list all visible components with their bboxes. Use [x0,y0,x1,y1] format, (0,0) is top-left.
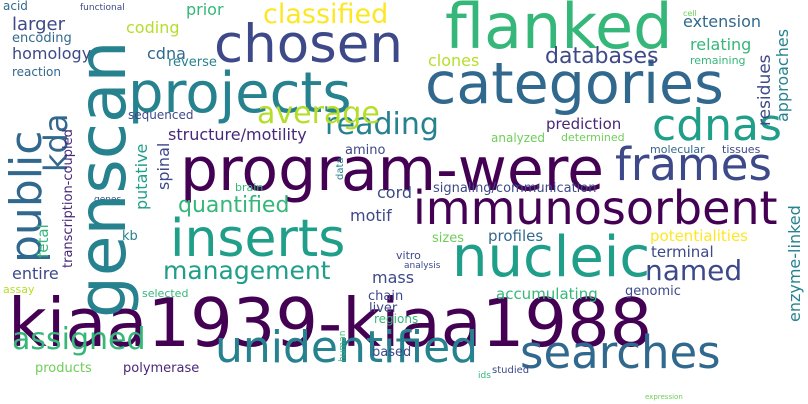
word-data: data [335,157,346,180]
word-fetal: fetal [34,224,52,258]
word-flanked: flanked [445,0,673,63]
word-regions: regions [374,312,419,326]
word-profiles: profiles [488,227,544,245]
word-reading: reading [325,107,439,142]
word-relating: relating [690,35,752,54]
word-frames: frames [615,138,772,191]
word-program-were: program-were [180,135,605,205]
word-projects: projects [128,61,352,126]
word-prior: prior [186,0,224,19]
word-nucleic: nucleic [452,225,651,290]
word-enzyme-linked: enzyme-linked [785,205,804,322]
word-spinal: spinal [154,142,173,190]
word-sequenced: sequenced [128,108,194,122]
word-analyzed: analyzed [491,131,546,145]
word-cdna: cdna [147,44,186,63]
word-determined: determined [561,131,625,144]
word-assigned: assigned [12,322,146,357]
word-extension: extension [683,12,761,31]
word-based: based [372,345,412,360]
word-polymerase: polymerase [123,361,200,376]
word-genomic: genomic [625,284,681,299]
word-signaling-communication: signaling/communication [433,181,597,196]
word-coding: coding [126,18,180,37]
word-larger: larger [12,14,66,35]
word-amino: amino [345,143,386,158]
word-potentialities: potentialities [650,227,748,245]
word-terminal: terminal [651,243,714,261]
word-kb: kb [122,229,138,244]
word-transcription-coupled: transcription-coupled [61,129,76,268]
word-structure-motility: structure/motility [168,125,307,144]
word-chosen: chosen [214,14,403,75]
word-mass: mass [372,268,415,287]
word-searches: searches [520,326,721,379]
word-approaches: approaches [773,28,792,122]
word-quantified: quantified [178,193,290,218]
word-encoding: encoding [12,31,72,46]
word-chain: chain [368,289,404,304]
word-sizes: sizes [432,231,464,246]
word-named: named [645,254,743,287]
word-motif: motif [350,206,392,225]
word-reverse: reverse [168,55,217,70]
word-genes: genes [94,195,122,205]
word-databases: databases [545,44,659,69]
word-ids: ids [478,371,491,381]
word-immunosorbent: immunosorbent [413,181,778,235]
word-remaining: remaining [690,54,746,67]
word-assay: assay [3,283,35,296]
word-cdnas: cdnas [652,100,782,151]
word-clones: clones [428,51,480,70]
word-inserts: inserts [170,209,346,269]
word-studied: studied [492,365,530,376]
word-categories: categories [425,51,724,117]
word-unidentified: unidentified [215,322,479,373]
word-entire: entire [12,264,59,283]
word-cord: cord [377,183,413,202]
word-expression: expression [645,393,683,401]
word-brain: brain [235,181,264,194]
word-functional: functional [80,3,125,13]
word-average: average [257,96,380,131]
word-human: human [338,330,348,362]
word-liver: liver [369,301,398,316]
word-molecular: molecular [650,143,705,156]
word-prediction: prediction [546,115,622,133]
word-accumulating: accumulating [496,285,598,303]
word-homology: homology [12,44,92,63]
word-products: products [35,361,92,376]
word-cell: cell [683,9,697,18]
word-analysis: analysis [404,261,441,271]
word-reaction: reaction [12,65,61,79]
word-tissues: tissues [722,143,761,156]
word-selected: selected [142,287,189,300]
word-classified: classified [263,0,389,30]
word-genscan: genscan [64,40,141,318]
word-management: management [163,256,331,285]
word-putative: putative [132,143,151,210]
word-acid: acid [3,0,28,13]
word-residues: residues [755,54,775,126]
word-vitro: vitro [396,249,421,262]
word-kiaa1939-kiaa1988: kiaa1939-kiaa1988 [8,284,653,362]
